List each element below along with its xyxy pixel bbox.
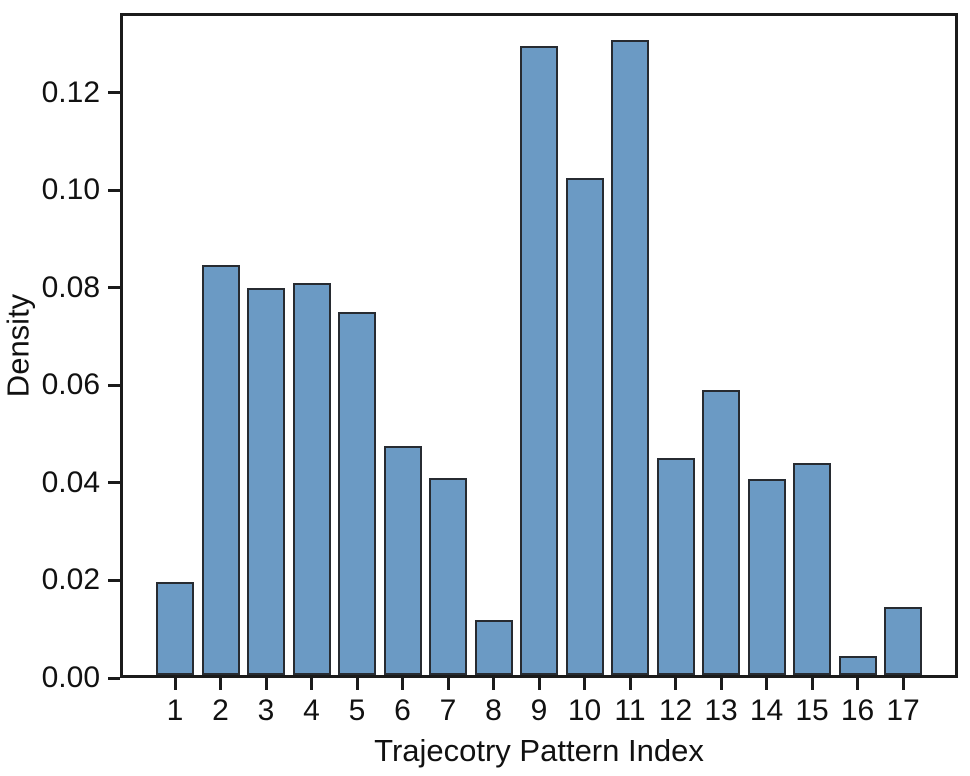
bar-16 bbox=[838, 656, 877, 675]
x-tick-mark bbox=[173, 678, 177, 690]
x-tick-mark bbox=[537, 678, 541, 690]
y-tick-label: 0.10 bbox=[41, 173, 100, 207]
x-tick-mark bbox=[628, 678, 632, 690]
x-tick-label: 14 bbox=[749, 694, 784, 727]
x-tick-mark bbox=[901, 678, 905, 690]
y-tick-mark bbox=[108, 578, 120, 582]
bar-6 bbox=[383, 446, 422, 675]
x-tick-mark bbox=[219, 678, 222, 690]
x-tick-label: 5 bbox=[348, 694, 366, 727]
bar-1 bbox=[156, 582, 194, 675]
bar-14 bbox=[747, 479, 786, 675]
x-tick-label: 6 bbox=[394, 694, 411, 727]
y-tick-mark bbox=[108, 286, 120, 290]
y-tick-mark bbox=[108, 383, 120, 387]
y-tick-mark bbox=[108, 481, 120, 485]
x-tick-mark bbox=[492, 678, 495, 690]
x-tick-label: 13 bbox=[704, 694, 738, 727]
x-tick-mark bbox=[355, 678, 359, 690]
x-tick-label: 10 bbox=[567, 694, 602, 727]
y-tick-label: 0.12 bbox=[41, 75, 100, 109]
bar-4 bbox=[292, 283, 331, 675]
bar-17 bbox=[884, 607, 922, 675]
x-tick-mark bbox=[583, 678, 586, 690]
x-tick-label: 12 bbox=[658, 694, 693, 727]
x-tick-label: 8 bbox=[485, 694, 502, 727]
x-tick-label: 7 bbox=[439, 694, 457, 727]
x-tick-mark bbox=[674, 678, 677, 690]
bar-10 bbox=[565, 178, 604, 675]
y-tick-mark bbox=[108, 91, 120, 95]
y-tick-label: 0.08 bbox=[41, 270, 100, 304]
x-tick-label: 3 bbox=[257, 694, 275, 727]
x-tick-mark bbox=[310, 678, 313, 690]
y-tick-label: 0.04 bbox=[41, 465, 100, 499]
x-tick-mark bbox=[446, 678, 450, 690]
x-tick-label: 11 bbox=[614, 694, 646, 727]
y-tick-label: 0.02 bbox=[41, 563, 100, 597]
x-tick-label: 2 bbox=[212, 694, 229, 727]
y-tick-label: 0.00 bbox=[41, 661, 100, 694]
x-tick-label: 1 bbox=[166, 694, 184, 727]
x-tick-mark bbox=[264, 678, 268, 690]
bar-9 bbox=[520, 46, 558, 675]
y-tick-label: 0.06 bbox=[41, 368, 100, 402]
x-tick-mark bbox=[856, 678, 859, 690]
bar-2 bbox=[201, 265, 240, 675]
x-tick-label: 15 bbox=[795, 694, 829, 727]
x-tick-label: 4 bbox=[303, 694, 320, 727]
bar-15 bbox=[793, 463, 831, 675]
x-tick-label: 16 bbox=[840, 694, 875, 727]
x-tick-mark bbox=[810, 678, 814, 690]
x-tick-label: 17 bbox=[886, 694, 920, 727]
y-tick-mark bbox=[108, 188, 120, 192]
bar-11 bbox=[611, 40, 649, 675]
bar-3 bbox=[247, 288, 285, 675]
bar-12 bbox=[656, 458, 695, 675]
x-tick-mark bbox=[719, 678, 723, 690]
y-axis-title: Density bbox=[0, 293, 36, 398]
bar-5 bbox=[338, 312, 376, 675]
x-axis-title: Trajecotry Pattern Index bbox=[374, 733, 704, 768]
bar-7 bbox=[429, 478, 467, 675]
bar-8 bbox=[474, 620, 513, 675]
bar-13 bbox=[702, 390, 740, 675]
plot-area bbox=[120, 13, 958, 678]
y-tick-mark bbox=[108, 676, 120, 680]
x-tick-mark bbox=[401, 678, 404, 690]
x-tick-label: 9 bbox=[530, 694, 548, 727]
x-tick-mark bbox=[765, 678, 768, 690]
